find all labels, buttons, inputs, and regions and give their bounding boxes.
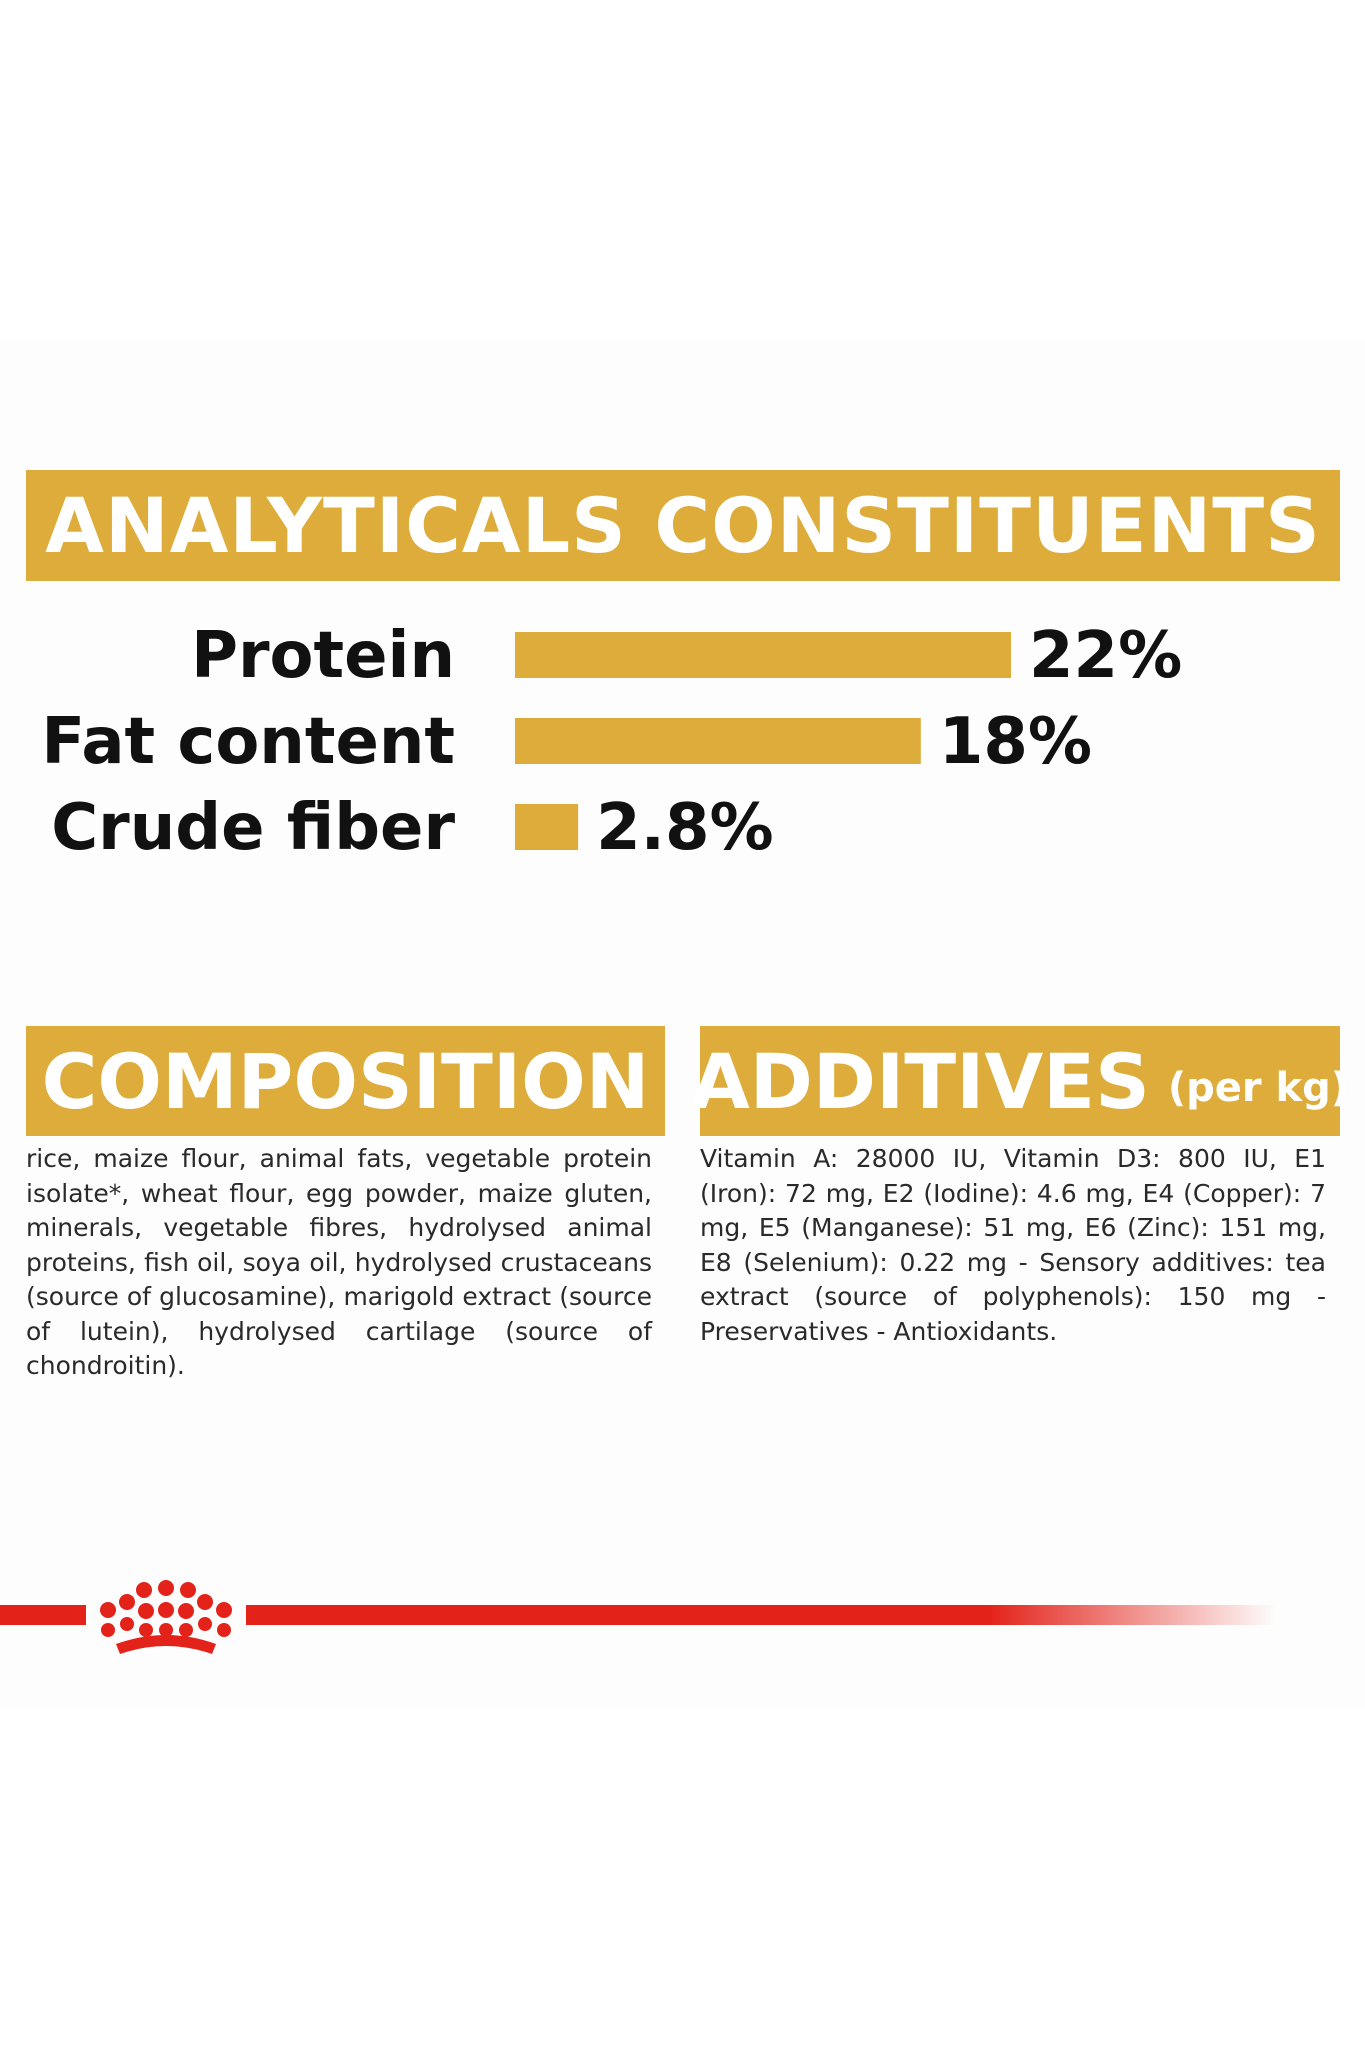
analytical-heading: ANALYTICALS CONSTITUENTS: [45, 481, 1321, 570]
value-label: 2.8%: [596, 791, 774, 865]
category-label: Protein: [191, 619, 455, 693]
analytical-chart: Protein 22% Fat content 18% Crude fiber 2.8%: [41, 619, 1182, 865]
additives-text: Vitamin A: 28000 IU, Vitamin D3: 800 IU,…: [700, 1144, 1326, 1346]
category-label: Crude fiber: [51, 791, 455, 865]
brand-line-right: [246, 1605, 1276, 1625]
additives-banner: ADDITIVES (per kg): [691, 1026, 1349, 1136]
category-label: Fat content: [41, 705, 455, 779]
composition-text: rice, maize flour, animal fats, vegetabl…: [26, 1144, 652, 1380]
additives-heading: ADDITIVES: [690, 1036, 1150, 1126]
bar: [515, 718, 921, 764]
crown-icon: [100, 1580, 232, 1654]
analytical-constituents-banner: ANALYTICALS CONSTITUENTS: [26, 470, 1340, 581]
bar: [515, 632, 1011, 678]
value-label: 22%: [1029, 619, 1182, 693]
value-label: 18%: [939, 705, 1092, 779]
brand-line-left: [0, 1605, 86, 1625]
additives-unit: (per kg): [1167, 1065, 1350, 1111]
bar: [515, 804, 579, 850]
composition-heading: COMPOSITION: [41, 1036, 650, 1126]
composition-banner: COMPOSITION: [26, 1026, 665, 1136]
